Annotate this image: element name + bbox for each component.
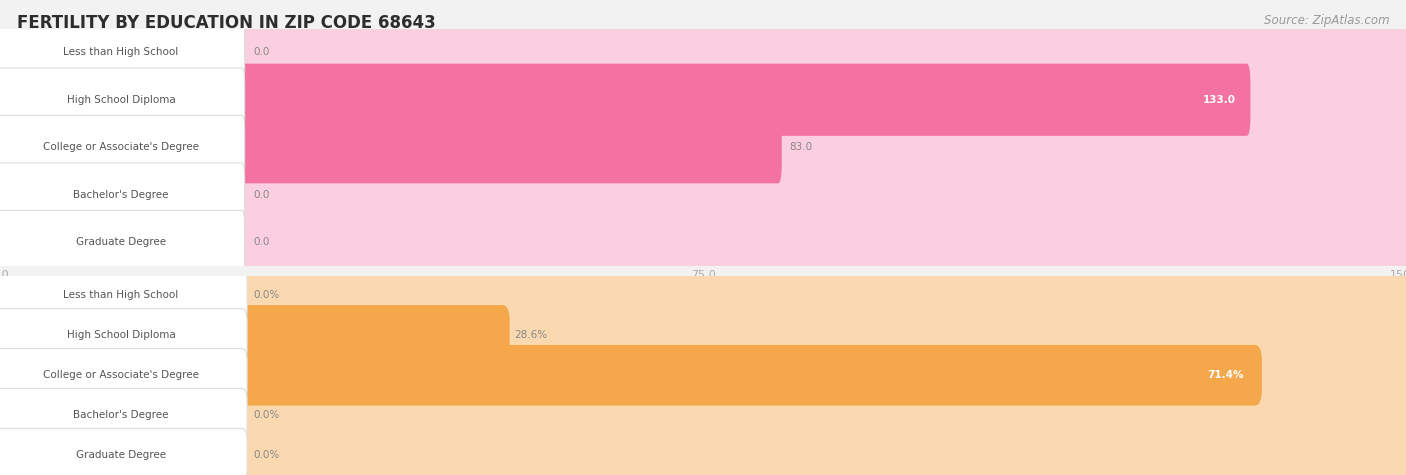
FancyBboxPatch shape bbox=[0, 206, 1406, 278]
FancyBboxPatch shape bbox=[0, 128, 1406, 166]
Text: 0.0: 0.0 bbox=[253, 237, 270, 247]
FancyBboxPatch shape bbox=[0, 16, 1406, 88]
Text: 0.0%: 0.0% bbox=[253, 450, 280, 460]
FancyBboxPatch shape bbox=[0, 319, 1406, 352]
FancyBboxPatch shape bbox=[0, 345, 1406, 406]
FancyBboxPatch shape bbox=[0, 115, 245, 179]
FancyBboxPatch shape bbox=[0, 159, 1406, 231]
FancyBboxPatch shape bbox=[0, 68, 245, 132]
FancyBboxPatch shape bbox=[0, 349, 247, 402]
Text: 83.0: 83.0 bbox=[789, 142, 813, 152]
Text: High School Diploma: High School Diploma bbox=[66, 95, 176, 105]
Text: FERTILITY BY EDUCATION IN ZIP CODE 68643: FERTILITY BY EDUCATION IN ZIP CODE 68643 bbox=[17, 14, 436, 32]
FancyBboxPatch shape bbox=[0, 265, 1406, 326]
FancyBboxPatch shape bbox=[0, 425, 1406, 475]
FancyBboxPatch shape bbox=[0, 64, 1406, 136]
FancyBboxPatch shape bbox=[0, 389, 247, 442]
FancyBboxPatch shape bbox=[0, 345, 1263, 406]
Text: Graduate Degree: Graduate Degree bbox=[76, 450, 166, 460]
Text: 0.0%: 0.0% bbox=[253, 410, 280, 420]
Text: College or Associate's Degree: College or Associate's Degree bbox=[44, 142, 198, 152]
FancyBboxPatch shape bbox=[0, 269, 247, 322]
Text: High School Diploma: High School Diploma bbox=[66, 330, 176, 341]
Text: Graduate Degree: Graduate Degree bbox=[76, 237, 166, 247]
FancyBboxPatch shape bbox=[0, 305, 510, 366]
Text: 0.0%: 0.0% bbox=[253, 290, 280, 301]
FancyBboxPatch shape bbox=[0, 81, 1406, 119]
Text: Source: ZipAtlas.com: Source: ZipAtlas.com bbox=[1264, 14, 1389, 27]
Text: Bachelor's Degree: Bachelor's Degree bbox=[73, 190, 169, 200]
FancyBboxPatch shape bbox=[0, 223, 1406, 261]
Text: College or Associate's Degree: College or Associate's Degree bbox=[44, 370, 198, 380]
Text: 0.0: 0.0 bbox=[253, 190, 270, 200]
FancyBboxPatch shape bbox=[0, 20, 245, 84]
FancyBboxPatch shape bbox=[0, 111, 782, 183]
Text: 133.0: 133.0 bbox=[1202, 95, 1236, 105]
FancyBboxPatch shape bbox=[0, 399, 1406, 431]
FancyBboxPatch shape bbox=[0, 359, 1406, 391]
Text: 28.6%: 28.6% bbox=[515, 330, 547, 341]
FancyBboxPatch shape bbox=[0, 305, 1406, 366]
FancyBboxPatch shape bbox=[0, 309, 247, 362]
FancyBboxPatch shape bbox=[0, 33, 1406, 71]
FancyBboxPatch shape bbox=[0, 428, 247, 475]
Text: Less than High School: Less than High School bbox=[63, 47, 179, 57]
FancyBboxPatch shape bbox=[0, 111, 1406, 183]
FancyBboxPatch shape bbox=[0, 64, 1250, 136]
FancyBboxPatch shape bbox=[0, 163, 245, 227]
Text: Bachelor's Degree: Bachelor's Degree bbox=[73, 410, 169, 420]
Text: 0.0: 0.0 bbox=[253, 47, 270, 57]
Text: 71.4%: 71.4% bbox=[1208, 370, 1244, 380]
Text: Less than High School: Less than High School bbox=[63, 290, 179, 301]
FancyBboxPatch shape bbox=[0, 176, 1406, 214]
FancyBboxPatch shape bbox=[0, 439, 1406, 471]
FancyBboxPatch shape bbox=[0, 385, 1406, 446]
FancyBboxPatch shape bbox=[0, 279, 1406, 312]
FancyBboxPatch shape bbox=[0, 210, 245, 274]
